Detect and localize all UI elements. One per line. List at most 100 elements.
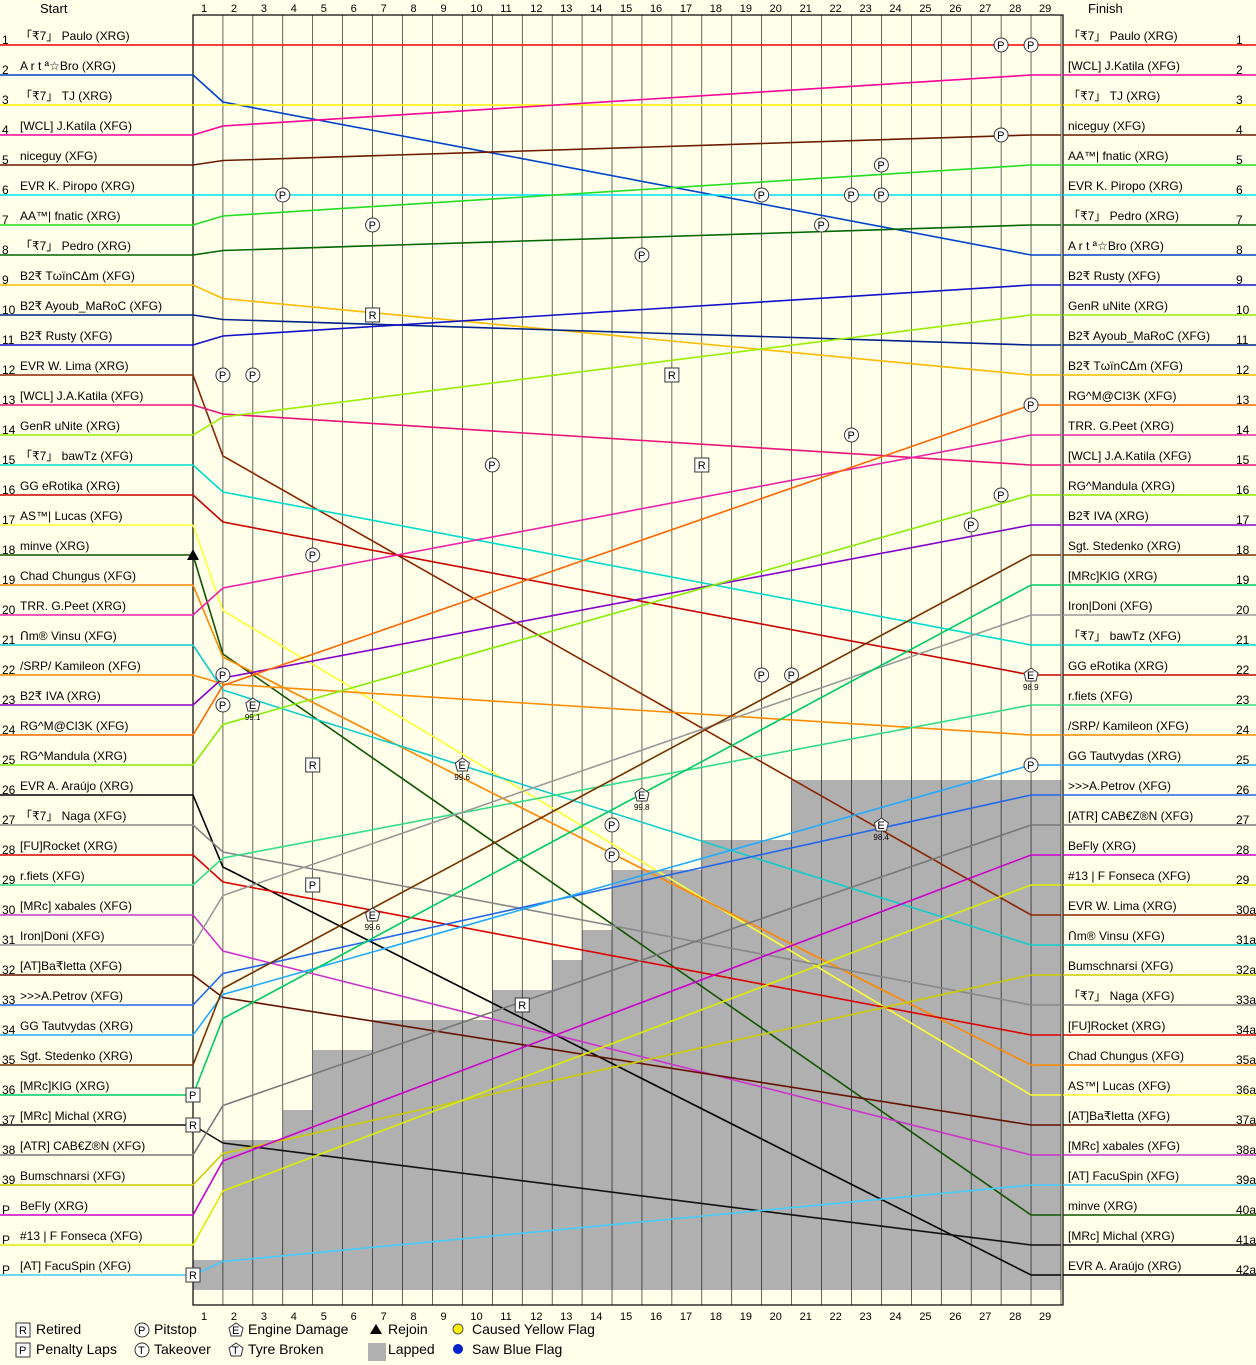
lapped-region	[672, 870, 702, 1290]
start-position-number: 27	[2, 813, 16, 827]
pitstop-marker-letter: P	[1027, 760, 1034, 772]
lap-tick-label: 14	[590, 3, 602, 15]
start-position-number: 4	[2, 123, 9, 137]
start-position-number: 38	[2, 1143, 16, 1157]
start-driver-name: AS™| Lucas (XFG)	[20, 509, 122, 523]
lap-tick-label: 24	[889, 1311, 901, 1323]
engine-damage-letter: E	[458, 760, 465, 772]
lapped-region	[343, 1050, 373, 1290]
lapped-region	[432, 1020, 462, 1290]
driver-position-line	[193, 435, 1061, 615]
retired-marker-letter: R	[189, 1270, 197, 1282]
start-driver-name: [ATR] CAB€Z®N (XFG)	[20, 1139, 145, 1153]
finish-driver-name: minve (XRG)	[1068, 1199, 1137, 1213]
finish-position-number: 16	[1236, 483, 1250, 497]
legend-lapped-symbol	[368, 1343, 386, 1361]
lapped-region	[492, 990, 522, 1290]
driver-position-line	[193, 465, 1061, 645]
lap-tick-label: 25	[919, 1311, 931, 1323]
engine-damage-value: 99.8	[634, 803, 650, 812]
finish-position-number: 11	[1236, 333, 1249, 347]
finish-position-number: 24	[1236, 723, 1250, 737]
start-driver-name: [WCL] J.A.Katila (XFG)	[20, 389, 143, 403]
legend-yellow-dot	[453, 1324, 463, 1334]
lap-tick-label: 9	[440, 1311, 446, 1323]
start-position-number: 9	[2, 273, 9, 287]
start-driver-name: B2₹ Rusty (XFG)	[20, 329, 112, 343]
start-driver-name: Ո԰m® Vinsu (XFG)	[20, 629, 117, 643]
finish-driver-name: RG^M@CI3K (XFG)	[1068, 389, 1176, 403]
retired-marker-letter: R	[369, 310, 377, 322]
pitstop-marker-letter: P	[488, 460, 495, 472]
lap-tick-label: 17	[680, 1311, 692, 1323]
start-driver-name: 「₹7」 TJ (XRG)	[20, 89, 112, 103]
start-driver-name: [MRc]KIG (XRG)	[20, 1079, 109, 1093]
lap-tick-label: 10	[470, 3, 482, 15]
start-driver-name: [MRc] Michal (XRG)	[20, 1109, 127, 1123]
finish-driver-name: A r t ª☆Bro (XRG)	[1068, 239, 1164, 253]
legend-label: Caused Yellow Flag	[472, 1321, 595, 1337]
lap-tick-label: 15	[620, 1311, 632, 1323]
pitstop-marker-letter: P	[1027, 40, 1034, 52]
lap-tick-label: 18	[710, 1311, 722, 1323]
lapped-region	[881, 780, 911, 1290]
start-driver-name: 「₹7」 Pedro (XRG)	[20, 239, 131, 253]
lap-tick-label: 5	[321, 3, 327, 15]
start-driver-name: A r t ª☆Bro (XRG)	[20, 59, 116, 73]
engine-damage-letter: E	[638, 790, 645, 802]
finish-position-number: 4	[1236, 123, 1243, 137]
lap-tick-label: 8	[411, 3, 417, 15]
lap-tick-label: 1	[201, 1311, 207, 1323]
lap-tick-label: 22	[830, 3, 842, 15]
start-driver-name: RG^M@CI3K (XFG)	[20, 719, 128, 733]
lap-tick-label: 29	[1039, 1311, 1051, 1323]
finish-driver-name: r.fiets (XFG)	[1068, 689, 1133, 703]
start-position-number: P	[2, 1233, 10, 1247]
finish-position-number: 32a	[1236, 963, 1256, 977]
finish-position-number: 31a	[1236, 933, 1256, 947]
start-position-number: 2	[2, 63, 9, 77]
lapped-region	[253, 1140, 283, 1290]
finish-position-number: 28	[1236, 843, 1250, 857]
engine-damage-value: 98.4	[873, 833, 889, 842]
start-driver-name: EVR A. Araújo (XRG)	[20, 779, 133, 793]
lap-tick-label: 13	[560, 3, 572, 15]
start-driver-name: B2₹ IVA (XRG)	[20, 689, 101, 703]
start-driver-name: [FU]Rocket (XRG)	[20, 839, 117, 853]
start-driver-name: EVR K. Piropo (XRG)	[20, 179, 135, 193]
lap-tick-label: 23	[859, 1311, 871, 1323]
lap-tick-label: 7	[381, 3, 387, 15]
start-position-number: 23	[2, 693, 16, 707]
penalty-marker-letter: P	[309, 880, 316, 892]
lap-tick-label: 6	[351, 1311, 357, 1323]
finish-position-number: 23	[1236, 693, 1250, 707]
finish-driver-name: [ATR] CAB€Z®N (XFG)	[1068, 809, 1193, 823]
start-driver-name: TRR. G.Peet (XRG)	[20, 599, 126, 613]
lap-tick-label: 2	[231, 1311, 237, 1323]
start-driver-name: EVR W. Lima (XRG)	[20, 359, 129, 373]
retired-marker-letter: R	[309, 760, 317, 772]
legend-rejoin-symbol	[370, 1324, 382, 1334]
lapped-region	[762, 840, 792, 1290]
lap-tick-label: 19	[740, 1311, 752, 1323]
start-position-number: 29	[2, 873, 16, 887]
finish-position-number: 42a	[1236, 1263, 1256, 1277]
lapped-region	[552, 960, 582, 1290]
legend-label: Pitstop	[154, 1321, 197, 1337]
legend-label: Penalty Laps	[36, 1341, 117, 1357]
start-driver-name: Iron|Doni (XFG)	[20, 929, 104, 943]
pitstop-marker-letter: P	[608, 850, 615, 862]
start-driver-name: minve (XRG)	[20, 539, 89, 553]
start-driver-name: [WCL] J.Katila (XFG)	[20, 119, 132, 133]
start-driver-name: [AT] FacuSpin (XFG)	[20, 1259, 131, 1273]
start-position-number: 35	[2, 1053, 16, 1067]
finish-position-number: 15	[1236, 453, 1250, 467]
finish-position-number: 12	[1236, 363, 1250, 377]
lap-tick-label: 16	[650, 3, 662, 15]
lapped-region	[822, 780, 852, 1290]
start-position-number: 24	[2, 723, 16, 737]
engine-damage-value: 99.6	[365, 923, 381, 932]
pitstop-marker-letter: P	[847, 430, 854, 442]
driver-position-line	[193, 405, 1061, 465]
